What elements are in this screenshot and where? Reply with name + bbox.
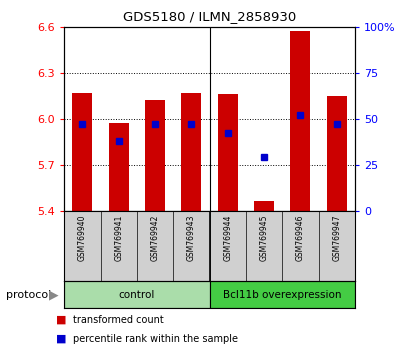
Text: ▶: ▶: [49, 288, 59, 301]
Text: percentile rank within the sample: percentile rank within the sample: [73, 333, 238, 344]
Bar: [109, 123, 129, 211]
Bar: [64, 281, 210, 308]
Text: GSM769940: GSM769940: [78, 214, 87, 261]
Text: GSM769941: GSM769941: [114, 214, 123, 261]
Bar: [181, 92, 201, 211]
Text: GSM769946: GSM769946: [296, 214, 305, 261]
Bar: [145, 100, 165, 211]
Text: GSM769947: GSM769947: [332, 214, 341, 261]
Bar: [73, 92, 93, 211]
Text: GSM769943: GSM769943: [187, 214, 196, 261]
Text: transformed count: transformed count: [73, 315, 164, 325]
Bar: [254, 201, 274, 211]
Title: GDS5180 / ILMN_2858930: GDS5180 / ILMN_2858930: [123, 10, 296, 23]
Text: control: control: [119, 290, 155, 300]
Bar: [327, 96, 347, 211]
Text: GSM769944: GSM769944: [223, 214, 232, 261]
Bar: [210, 281, 355, 308]
Bar: [218, 94, 238, 211]
Text: Bcl11b overexpression: Bcl11b overexpression: [223, 290, 342, 300]
Text: protocol: protocol: [6, 290, 51, 300]
Text: ■: ■: [56, 315, 66, 325]
Text: GSM769942: GSM769942: [151, 214, 160, 261]
Bar: [290, 31, 310, 211]
Text: ■: ■: [56, 333, 66, 344]
Text: GSM769945: GSM769945: [259, 214, 269, 261]
